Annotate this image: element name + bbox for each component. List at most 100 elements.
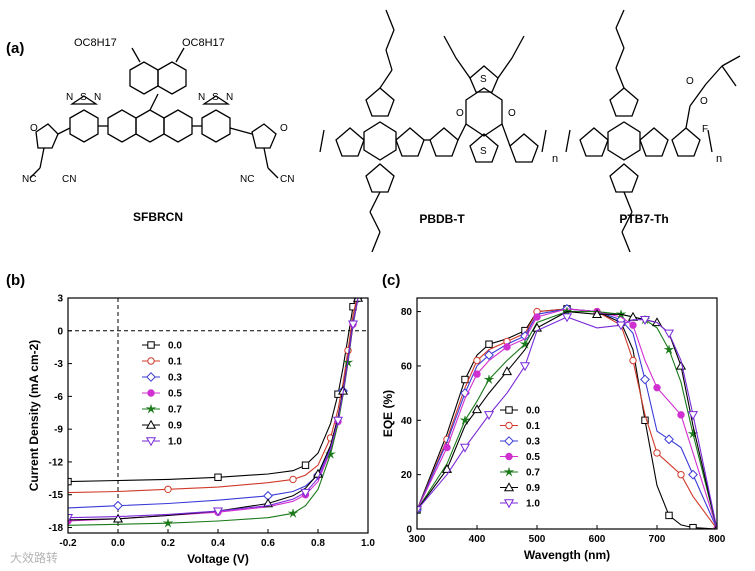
- sfbrcn-btd-right: [201, 109, 231, 143]
- b-data-point: [162, 518, 174, 528]
- sfbrcn-label: SFBRCN: [133, 210, 183, 224]
- c-legend-marker: [503, 482, 515, 492]
- ptb7th-atom-labels: O O F: [686, 76, 708, 135]
- c-data-point: [519, 362, 531, 372]
- pbdbt-n-label: n: [552, 153, 558, 165]
- ptb7th-n-label: n: [716, 153, 722, 165]
- octyl-left-label: OC8H17: [74, 37, 117, 49]
- b-data-point: [289, 475, 297, 484]
- ptb7th-structure: [565, 9, 741, 253]
- c-legend-label: 0.3: [526, 437, 540, 448]
- c-legend-marker: [503, 499, 515, 509]
- pbdbt-thiophene-3: [429, 127, 459, 157]
- c-y-tick-label: 40: [401, 416, 413, 427]
- c-data-point: [629, 321, 637, 329]
- b-data-point: [287, 508, 299, 518]
- b-legend-marker: [147, 357, 155, 365]
- c-data-point: [629, 356, 637, 365]
- c-legend-marker: [505, 452, 513, 461]
- svg-text:O: O: [280, 123, 288, 134]
- c-data-point: [663, 329, 675, 339]
- svg-text:N: N: [226, 92, 233, 103]
- c-x-tick-label: 500: [529, 534, 546, 545]
- sfbrcn-benzene-1: [107, 109, 137, 143]
- pbdbt-thiophene-1: [335, 127, 365, 157]
- c-legend-marker: [504, 436, 514, 446]
- c-data-point: [471, 404, 483, 414]
- b-x-tick-label: 0.6: [261, 538, 275, 549]
- b-data-point: [332, 416, 344, 426]
- svg-text:F: F: [702, 124, 708, 135]
- sfbrcn-thiadiazole-left: [69, 95, 99, 105]
- sfbrcn-rhodanine-left: [35, 123, 59, 149]
- sfbrcn-benzene-4: [129, 61, 159, 95]
- b-series-line-1.0: [68, 298, 359, 519]
- b-y-tick-label: -18: [49, 523, 64, 534]
- svg-text:N: N: [66, 92, 73, 103]
- c-data-point: [459, 415, 471, 425]
- b-legend-label: 0.5: [168, 389, 182, 400]
- svg-text:N: N: [198, 92, 205, 103]
- b-x-tick-label: 0.0: [111, 538, 125, 549]
- b-data-point: [300, 488, 311, 498]
- pbdbt-structure: [319, 9, 547, 253]
- b-data-point: [212, 507, 224, 517]
- c-data-point: [483, 375, 495, 385]
- pbdbt-thiophene-bottom: [469, 133, 499, 163]
- ptb7th-label: PTB7-Th: [619, 212, 669, 226]
- b-legend-label: 0.7: [168, 405, 182, 416]
- b-legend-marker: [146, 372, 156, 382]
- ptb7th-thiophene-1: [579, 127, 609, 157]
- c-series-line-1.0: [417, 316, 717, 529]
- panel-label-c: (c): [382, 272, 401, 289]
- eqe-chart: 0.00.10.30.50.70.91.0 300 400 500 600 700 800…: [381, 297, 726, 562]
- c-data-point: [688, 469, 698, 480]
- b-x-tick-label: 0.8: [311, 538, 325, 549]
- b-legend-marker: [145, 419, 157, 429]
- b-legend-marker: [147, 389, 155, 397]
- c-legend-label: 1.0: [526, 499, 540, 510]
- sfbrcn-btd-left: [69, 109, 99, 143]
- c-data-point: [675, 360, 687, 370]
- svg-text:S: S: [80, 92, 87, 103]
- b-y-tick-label: -6: [54, 392, 63, 403]
- b-x-tick-label: 0.2: [161, 538, 175, 549]
- b-data-point: [112, 513, 124, 523]
- b-y-tick-label: -9: [54, 425, 63, 436]
- b-data-point: [214, 473, 222, 481]
- c-legend-label: 0.7: [526, 468, 540, 479]
- b-y-tick-label: -3: [54, 359, 63, 370]
- c-data-point: [665, 511, 673, 520]
- c-data-point: [653, 383, 661, 392]
- b-legend-marker: [145, 404, 157, 414]
- svg-text:N: N: [94, 92, 101, 103]
- svg-text:O: O: [456, 108, 464, 119]
- b-data-point: [301, 461, 310, 469]
- jv-chart: 0.0 0.1 0.3 0.5 0.7 0.9 1.0 -0.2 0.0 0.2 0.4 0.6 0.…: [27, 294, 375, 567]
- c-data-point: [473, 356, 481, 365]
- c-data-point: [677, 411, 685, 419]
- c-data-point: [443, 443, 451, 452]
- svg-text:O: O: [700, 96, 708, 107]
- b-legend-label: 0.0: [168, 341, 182, 352]
- svg-text:CN: CN: [62, 174, 76, 185]
- c-data-point: [473, 370, 481, 378]
- pbdbt-thiophene-top: [469, 65, 499, 93]
- ptb7th-bdt-core: [607, 121, 641, 161]
- eqe-x-axis-label: Wavength (nm): [524, 548, 610, 562]
- pbdbt-thiophene-2: [395, 127, 425, 157]
- svg-text:S: S: [480, 74, 487, 85]
- c-series-line-0.9: [417, 311, 717, 529]
- c-plot-frame: [416, 297, 718, 530]
- ptb7th-side-thiophene-top: [609, 87, 639, 117]
- c-x-tick-label: 700: [649, 534, 666, 545]
- c-y-tick-label: 60: [401, 361, 413, 372]
- watermark-text: 大效路转: [10, 551, 59, 565]
- b-data-point: [68, 513, 74, 523]
- c-data-point: [485, 340, 493, 348]
- b-plot-frame: [67, 297, 369, 534]
- c-data-point: [641, 416, 649, 424]
- panel-label-a: (a): [6, 40, 25, 57]
- pbdbt-side-thiophene-top: [365, 87, 395, 117]
- c-data-point: [663, 345, 675, 355]
